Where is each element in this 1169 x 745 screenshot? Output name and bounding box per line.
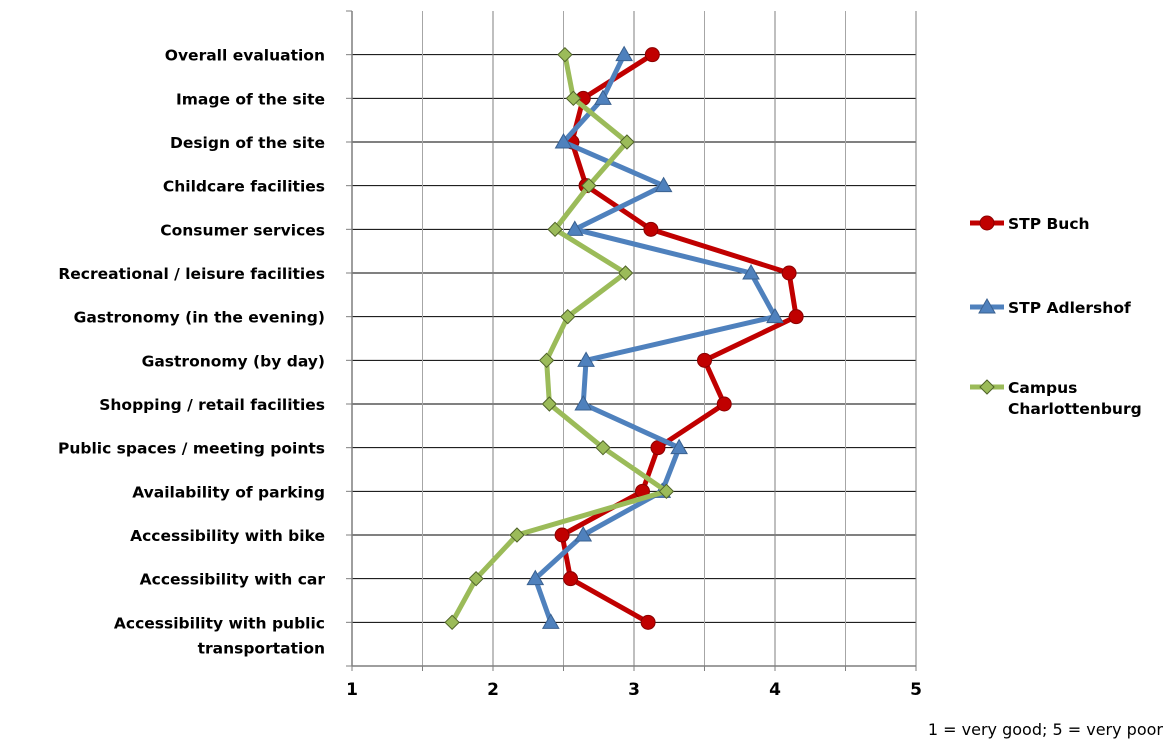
category-label: Accessibility with bike: [130, 527, 325, 545]
data-point: [509, 527, 525, 543]
axes: [346, 10, 917, 671]
x-tick-label: 2: [487, 680, 499, 700]
x-tick-label: 4: [769, 680, 781, 700]
data-point: [526, 569, 545, 586]
data-point: [766, 307, 784, 324]
data-point: [716, 396, 732, 412]
data-point: [654, 176, 673, 193]
data-point: [619, 134, 635, 150]
series-campus-charlottenburg: [444, 46, 675, 631]
data-point: [541, 396, 558, 412]
category-label: Overall evaluation: [165, 47, 325, 65]
data-point: [581, 177, 597, 194]
data-point: [979, 379, 995, 395]
data-point: [742, 263, 760, 280]
data-point: [444, 614, 460, 631]
series-stp-adlershof: [526, 45, 784, 629]
legend-item: STP Buch: [970, 215, 1090, 233]
category-label: Gastronomy (in the evening): [74, 309, 325, 327]
data-point: [979, 215, 995, 231]
data-point: [788, 309, 804, 325]
data-point: [615, 45, 633, 62]
category-label-line: Accessibility with public: [114, 614, 325, 632]
series-line: [532, 52, 778, 625]
data-point: [557, 46, 573, 63]
category-label: Consumer services: [160, 221, 325, 239]
data-point: [574, 394, 593, 411]
data-point: [643, 221, 659, 237]
series-group: [444, 45, 804, 631]
category-label: Accessibility with car: [140, 571, 326, 589]
data-point: [617, 265, 634, 281]
data-point: [565, 220, 584, 236]
legend-label-line: STP Adlershof: [1008, 299, 1131, 317]
data-point: [781, 265, 797, 281]
category-label: Childcare facilities: [163, 178, 325, 196]
scale-note: 1 = very good; 5 = very poor: [928, 720, 1164, 739]
data-point: [595, 439, 611, 456]
grid: [352, 11, 917, 666]
x-tick-label: 3: [628, 680, 640, 700]
legend-item: Campus Charlottenburg: [970, 379, 1142, 418]
data-point: [554, 527, 570, 543]
legend: STP Buch STP Adlershof Campus Charlottenbur…: [970, 215, 1142, 418]
data-point: [594, 89, 612, 105]
data-point: [554, 132, 573, 149]
data-point: [538, 352, 555, 369]
category-label: Image of the site: [176, 90, 325, 108]
category-label-line: transportation: [198, 639, 325, 657]
category-labels: Overall evaluation Image of the site Desig…: [58, 47, 325, 658]
data-point: [541, 613, 560, 629]
legend-item: STP Adlershof: [970, 297, 1131, 317]
data-point: [640, 614, 656, 630]
x-tick-labels: 1 2 3 4 5: [346, 680, 922, 700]
legend-label: Campus Charlottenburg: [1008, 379, 1142, 418]
data-point: [577, 351, 595, 367]
x-tick-label: 5: [910, 680, 922, 700]
data-point: [644, 47, 660, 63]
data-point: [697, 352, 712, 368]
category-label: Design of the site: [170, 134, 325, 152]
data-point: [547, 221, 563, 238]
category-label: Public spaces / meeting points: [58, 440, 325, 458]
data-point: [565, 90, 582, 107]
data-point: [468, 570, 484, 587]
legend-label: STP Adlershof: [1008, 299, 1131, 317]
data-point: [978, 297, 996, 314]
data-point: [560, 308, 576, 325]
data-point: [658, 483, 675, 500]
legend-label-line: Charlottenburg: [1008, 400, 1142, 418]
legend-label: STP Buch: [1008, 215, 1090, 233]
legend-label-line: Campus: [1008, 379, 1077, 397]
data-point: [574, 525, 593, 542]
category-label: Recreational / leisure facilities: [58, 265, 325, 283]
data-point: [670, 438, 688, 455]
x-tick-label: 1: [346, 680, 358, 700]
category-label: Accessibility with public transportation: [114, 614, 325, 657]
category-label: Shopping / retail facilities: [99, 396, 325, 414]
legend-label-line: STP Buch: [1008, 215, 1090, 233]
category-label: Availability of parking: [132, 483, 325, 501]
series-line: [449, 52, 669, 625]
data-point: [563, 571, 579, 587]
category-label: Gastronomy (by day): [142, 352, 325, 370]
